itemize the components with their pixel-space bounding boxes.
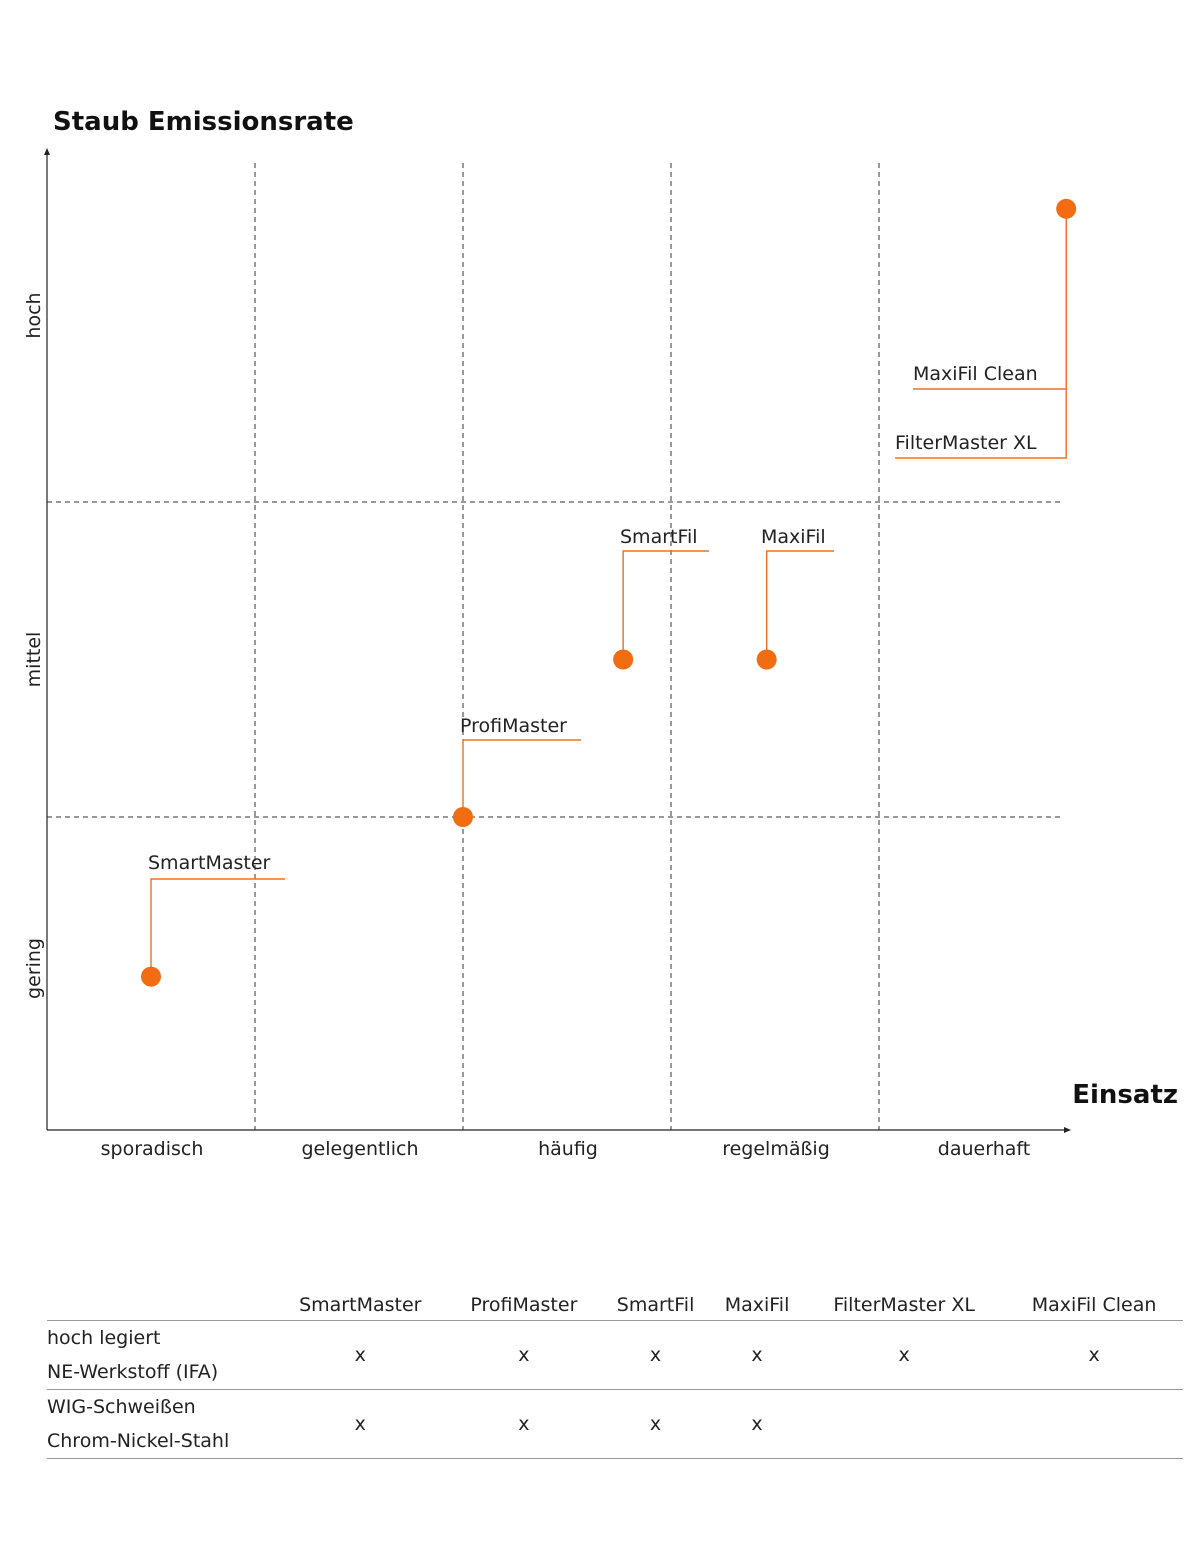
x-tick-label: häufig bbox=[538, 1138, 598, 1160]
y-category-labels: gering mittel hoch bbox=[23, 292, 45, 999]
x-tick-label: dauerhaft bbox=[938, 1138, 1030, 1160]
table-column-header: MaxiFil bbox=[710, 1290, 804, 1321]
grid-lines bbox=[47, 163, 1062, 1130]
table-cell: x bbox=[600, 1389, 711, 1459]
table-row: WIG-Schweißen Chrom-Nickel-Stahl x x x x bbox=[47, 1389, 1183, 1459]
table-cell bbox=[1005, 1389, 1183, 1459]
data-point bbox=[1056, 198, 1077, 219]
data-point bbox=[756, 649, 777, 670]
table-cell: x bbox=[600, 1320, 711, 1390]
point-label: SmartFil bbox=[620, 526, 698, 548]
table-row-header: WIG-Schweißen Chrom-Nickel-Stahl bbox=[47, 1389, 273, 1459]
table-cell: x bbox=[710, 1320, 804, 1390]
y-tick-label: hoch bbox=[23, 292, 45, 338]
data-point bbox=[141, 966, 161, 987]
table-header-row: SmartMaster ProfiMaster SmartFil MaxiFil Fil… bbox=[47, 1290, 1183, 1321]
table-cell: x bbox=[447, 1320, 601, 1390]
point-label: SmartMaster bbox=[148, 852, 271, 874]
table-cell: x bbox=[447, 1389, 601, 1459]
row-header-line: WIG-Schweißen bbox=[47, 1396, 196, 1418]
row-header-line: Chrom-Nickel-Stahl bbox=[47, 1430, 230, 1452]
table-cell bbox=[803, 1389, 1006, 1459]
y-tick-label: mittel bbox=[23, 632, 45, 688]
table-body: hoch legiert NE-Werkstoff (IFA) x x x x x x WIG-… bbox=[47, 1320, 1183, 1459]
leader-line bbox=[150, 878, 285, 977]
leader-line bbox=[622, 550, 709, 660]
leader-lines bbox=[150, 208, 1067, 977]
table-cell: x bbox=[273, 1389, 448, 1459]
point-label: MaxiFil Clean bbox=[913, 363, 1038, 385]
axes bbox=[44, 148, 1071, 1133]
emission-chart: Staub Emissionsrate Einsatz sporadisch ge… bbox=[23, 107, 1178, 1160]
table-corner bbox=[47, 1290, 273, 1321]
table-cell: x bbox=[1005, 1320, 1183, 1390]
leader-line bbox=[765, 550, 834, 660]
row-header-line: NE-Werkstoff (IFA) bbox=[47, 1361, 219, 1383]
table-cell: x bbox=[803, 1320, 1006, 1390]
table-row-header: hoch legiert NE-Werkstoff (IFA) bbox=[47, 1320, 273, 1390]
table-row: hoch legiert NE-Werkstoff (IFA) x x x x x x bbox=[47, 1320, 1183, 1390]
x-category-labels: sporadisch gelegentlich häufig regelmäßig da… bbox=[101, 1138, 1031, 1160]
table-column-header: SmartMaster bbox=[273, 1290, 448, 1321]
chart-title: Staub Emissionsrate bbox=[53, 107, 354, 137]
y-axis-arrow bbox=[44, 148, 50, 155]
table-cell: x bbox=[273, 1320, 448, 1390]
x-axis-title: Einsatz bbox=[1072, 1080, 1178, 1110]
leader-line bbox=[895, 208, 1067, 459]
data-point bbox=[453, 807, 473, 827]
x-tick-label: regelmäßig bbox=[722, 1138, 830, 1160]
table-column-header: ProfiMaster bbox=[447, 1290, 601, 1321]
point-label: MaxiFil bbox=[761, 526, 826, 548]
x-axis-arrow bbox=[1064, 1127, 1071, 1133]
row-header-line: hoch legiert bbox=[47, 1327, 161, 1349]
data-point bbox=[613, 649, 634, 670]
table-column-header: FilterMaster XL bbox=[803, 1290, 1006, 1321]
data-points bbox=[141, 198, 1077, 987]
x-tick-label: gelegentlich bbox=[301, 1138, 418, 1160]
table-cell: x bbox=[710, 1389, 804, 1459]
comparison-table: SmartMaster ProfiMaster SmartFil MaxiFil Fil… bbox=[47, 1290, 1183, 1459]
leader-line bbox=[462, 739, 581, 817]
leader-line bbox=[913, 208, 1067, 390]
y-tick-label: gering bbox=[23, 938, 45, 999]
table-column-header: SmartFil bbox=[600, 1290, 711, 1321]
table-column-header: MaxiFil Clean bbox=[1005, 1290, 1183, 1321]
point-label: FilterMaster XL bbox=[895, 432, 1037, 454]
point-label: ProfiMaster bbox=[460, 715, 567, 737]
point-labels: SmartMaster ProfiMaster SmartFil MaxiFil Max… bbox=[148, 363, 1038, 874]
x-tick-label: sporadisch bbox=[101, 1138, 204, 1160]
